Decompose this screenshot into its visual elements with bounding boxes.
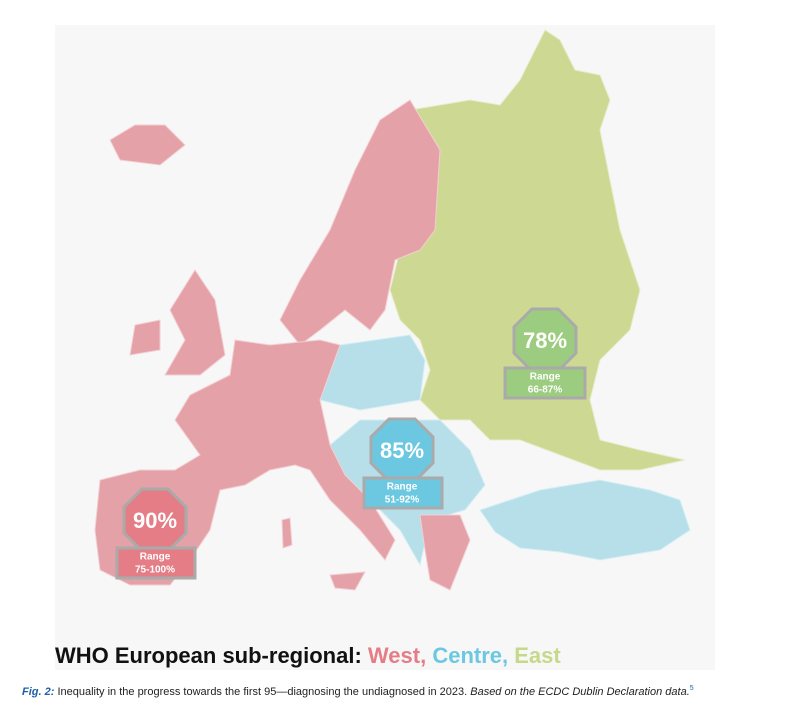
caption-ref: 5: [690, 685, 694, 692]
land: [164, 269, 226, 376]
region-east: [389, 29, 686, 471]
region-value: 90%: [133, 508, 177, 533]
title-west: West,: [368, 643, 426, 668]
title-prefix: WHO European sub-regional:: [55, 643, 362, 668]
land: [479, 479, 691, 561]
land: [129, 319, 161, 356]
title-east: East: [514, 643, 561, 668]
range-label: Range: [530, 372, 561, 383]
land: [281, 517, 293, 549]
range-value: 51-92%: [385, 495, 420, 506]
title-centre: Centre,: [432, 643, 508, 668]
caption: Fig. 2: Inequality in the progress towar…: [22, 685, 694, 698]
range-label: Range: [140, 552, 171, 563]
caption-label: Fig. 2:: [22, 686, 55, 698]
badge-centre: 85% Range 51-92%: [362, 417, 444, 510]
range-value: 66-87%: [528, 385, 563, 396]
caption-source: Based on the ECDC Dublin Declaration dat…: [470, 686, 690, 698]
range-value: 75-100%: [135, 565, 175, 576]
badge-west: 90% Range 75-100%: [115, 487, 197, 580]
land: [419, 514, 471, 591]
region-value: 85%: [380, 438, 424, 463]
map-title: WHO European sub-regional: West, Centre,…: [55, 643, 561, 668]
land: [329, 571, 366, 591]
land: [279, 99, 441, 346]
range-box: [503, 366, 587, 400]
caption-text: Inequality in the progress towards the f…: [57, 686, 467, 698]
land: [109, 124, 186, 166]
range-box: [115, 546, 197, 580]
badge-east: 78% Range 66-87%: [503, 307, 587, 400]
range-box: [362, 476, 444, 510]
range-label: Range: [387, 482, 418, 493]
region-value: 78%: [523, 328, 567, 353]
